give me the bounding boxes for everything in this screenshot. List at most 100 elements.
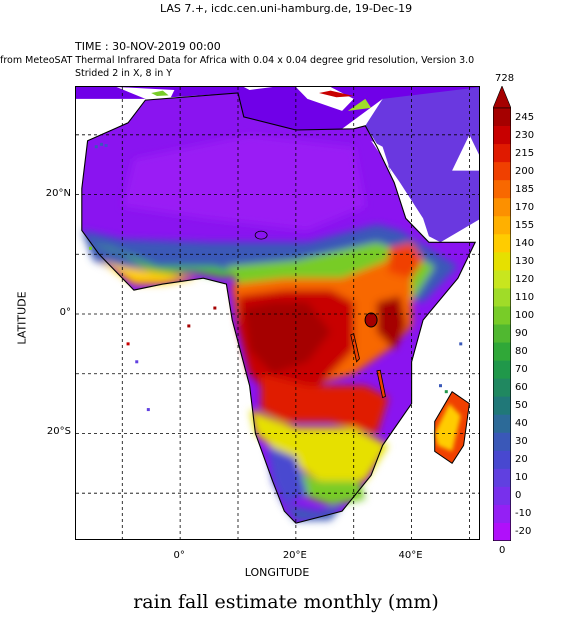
madagascar-coastline [434, 390, 470, 465]
rain-pixel [88, 246, 92, 250]
southern-yellow [249, 409, 389, 482]
colorbar-level-label: 120 [515, 273, 535, 285]
lake-chad [254, 230, 268, 240]
colorbar-level-label: 40 [515, 418, 528, 430]
colorbar-swatch [493, 108, 511, 127]
rain-pixel [459, 342, 463, 346]
rain-pixel [104, 144, 108, 148]
colorbar-swatch [493, 198, 511, 217]
colorbar-level-label: 30 [515, 436, 528, 448]
colorbar-level-label: 20 [515, 454, 528, 466]
sea-gap [116, 87, 175, 102]
colorbar-swatch [493, 486, 511, 506]
south-cape-blue [284, 505, 343, 521]
colorbar-level-label: 10 [515, 472, 528, 484]
colorbar-swatch [493, 360, 511, 380]
rain-pixel [94, 145, 98, 149]
colorbar-swatch [493, 522, 511, 541]
colorbar-level-label: 215 [515, 147, 535, 159]
colorbar-swatch [493, 288, 511, 307]
colorbar-swatch [493, 270, 511, 289]
time-line: TIME : 30-NOV-2019 00:00 [75, 40, 221, 53]
west-coast-rain [99, 260, 198, 285]
colorbar-swatch [493, 378, 511, 398]
west-coast-band [87, 242, 238, 279]
red-sea [371, 140, 429, 237]
colorbar-level-label: 230 [515, 129, 535, 141]
colorbar-swatch [493, 468, 511, 488]
rain-patch [319, 90, 354, 98]
colorbar [493, 86, 511, 541]
south-blue [266, 445, 308, 506]
lon-tick-label: 0° [173, 550, 185, 561]
colorbar-level-label: 50 [515, 400, 528, 412]
colorbar-swatch [493, 216, 511, 235]
colorbar-swatch [493, 414, 511, 434]
arabia-landmass [365, 87, 479, 243]
header-line: LAS 7.+, icdc.cen.uni-hamburg.de, 19-Dec… [159, 2, 413, 15]
colorbar-level-label: 185 [515, 183, 535, 195]
plot-title: rain fall estimate monthly (mm) [133, 591, 439, 613]
latitude-axis-label: LATITUDE [15, 291, 29, 345]
lake-tanganyika [350, 333, 360, 363]
lon-tick-label: 40°E [398, 550, 423, 561]
colorbar-level-label: 140 [515, 237, 535, 249]
colorbar-swatch [493, 396, 511, 416]
colorbar-swatch [493, 162, 511, 181]
rainfall-map [76, 87, 479, 539]
colorbar-level-label: 155 [515, 219, 535, 231]
colorbar-swatch [493, 432, 511, 452]
colorbar-swatch [493, 324, 511, 343]
rain-pixel [146, 408, 150, 412]
lake-malawi [376, 369, 386, 399]
lake-victoria [364, 312, 378, 328]
stride-note: Strided 2 in X, 8 in Y [75, 68, 173, 79]
sea-gap [243, 87, 285, 90]
colorbar-level-label: -10 [515, 508, 532, 520]
map-panel [75, 86, 480, 540]
southern-red [261, 373, 389, 434]
colorbar-overflow-arrow [493, 86, 511, 109]
colorbar-level-label: 130 [515, 255, 535, 267]
colorbar-level-label: 245 [515, 111, 535, 123]
colorbar-level-label: 200 [515, 165, 535, 177]
europe-mediterranean-region [76, 87, 479, 132]
congo-maroon [243, 302, 331, 374]
colorbar-swatch [493, 450, 511, 470]
colorbar-max-label: 728 [495, 73, 515, 84]
colorbar-swatch [493, 144, 511, 163]
colorbar-min-label: 0 [499, 545, 506, 556]
colorbar-swatch [493, 342, 511, 361]
ethiopia-rain [388, 242, 424, 279]
lon-tick-label: 20°E [282, 550, 307, 561]
rain-pixel [135, 360, 139, 364]
colorbar-swatch [493, 306, 511, 325]
colorbar-level-label: 170 [515, 201, 535, 213]
sahara-core [122, 134, 366, 231]
lat-tick-label: 20°S [46, 426, 71, 438]
lat-tick-label: 20°N [45, 187, 71, 199]
colorbar-level-label: 60 [515, 382, 528, 394]
colorbar-level-label: 70 [515, 364, 528, 376]
east-africa-maroon [376, 296, 406, 350]
longitude-axis-label: LONGITUDE [244, 566, 310, 579]
lat-tick-label: 0° [59, 307, 71, 318]
colorbar-level-label: 110 [515, 291, 535, 303]
rain-pixel [213, 306, 217, 310]
madagascar-interior [434, 403, 461, 452]
rain-pixel [99, 142, 103, 146]
persian-gulf [452, 134, 479, 171]
colorbar-level-label: 100 [515, 309, 535, 321]
colorbar-level-label: 0 [515, 490, 522, 502]
rain-pixel [187, 324, 191, 328]
dataset-description: from MeteoSAT Thermal Infrared Data for … [0, 55, 475, 66]
colorbar-swatch [493, 504, 511, 524]
colorbar-swatch [493, 252, 511, 271]
colorbar-swatch [493, 180, 511, 199]
colorbar-swatch [493, 234, 511, 253]
colorbar-level-label: -20 [515, 526, 532, 538]
rain-pixel [126, 342, 130, 346]
rain-patch [151, 90, 169, 96]
colorbar-level-label: 80 [515, 346, 528, 358]
rain-pixel [439, 384, 442, 388]
